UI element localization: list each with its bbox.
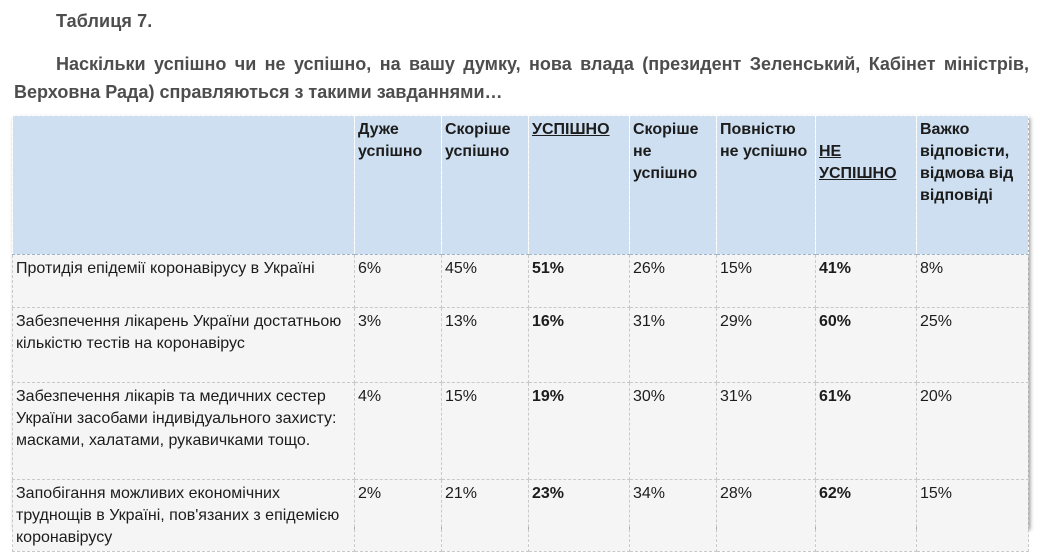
completely-unsuccessful-cell: 29%	[716, 307, 816, 383]
header-rather-successful: Скоріше успішно	[441, 115, 529, 255]
rather-unsuccessful-cell: 26%	[629, 254, 717, 308]
completely-unsuccessful-cell: 31%	[716, 382, 816, 480]
table-caption: Наскільки успішно чи не успішно, на вашу…	[14, 54, 1029, 102]
hard-to-say-cell: 25%	[916, 307, 1029, 383]
task-cell: Протидія епідемії коронавірусу в Україні	[12, 254, 355, 308]
header-row: Дуже успішно Скоріше успішно УСПІШНО Ско…	[12, 115, 1029, 255]
very-successful-cell: 2%	[354, 479, 442, 552]
table-row: Забезпечення лікарів та медичних сестер …	[12, 382, 1029, 480]
task-cell: Запобігання можливих економічних труднощ…	[12, 479, 355, 552]
hard-to-say-cell: 20%	[916, 382, 1029, 480]
table-row: Запобігання можливих економічних труднощ…	[12, 479, 1029, 552]
successful-total-cell: 19%	[528, 382, 630, 480]
very-successful-cell: 3%	[354, 307, 442, 383]
table-label: Таблиця 7.	[56, 11, 153, 31]
unsuccessful-total-cell: 60%	[815, 307, 917, 383]
hard-to-say-cell: 15%	[916, 479, 1029, 552]
header-rather-unsuccessful: Скоріше не успішно	[629, 115, 717, 255]
task-cell: Забезпечення лікарень України достатньою…	[12, 307, 355, 383]
rather-unsuccessful-cell: 31%	[629, 307, 717, 383]
header-unsuccessful-total: НЕ УСПІШНО	[815, 115, 917, 255]
successful-total-cell: 23%	[528, 479, 630, 552]
survey-table: Дуже успішно Скоріше успішно УСПІШНО Ско…	[12, 115, 1029, 552]
header-task	[12, 115, 355, 255]
very-successful-cell: 6%	[354, 254, 442, 308]
task-cell: Забезпечення лікарів та медичних сестер …	[12, 382, 355, 480]
table-row: Протидія епідемії коронавірусу в Україні…	[12, 254, 1029, 308]
rather-successful-cell: 45%	[441, 254, 529, 308]
completely-unsuccessful-cell: 15%	[716, 254, 816, 308]
header-completely-unsuccessful: Повністю не успішно	[716, 115, 816, 255]
completely-unsuccessful-cell: 28%	[716, 479, 816, 552]
rather-unsuccessful-cell: 30%	[629, 382, 717, 480]
unsuccessful-total-cell: 61%	[815, 382, 917, 480]
table-row: Забезпечення лікарень України достатньою…	[12, 307, 1029, 383]
header-hard-to-say: Важко відповісти, відмова від відповіді	[916, 115, 1029, 255]
hard-to-say-cell: 8%	[916, 254, 1029, 308]
unsuccessful-total-cell: 41%	[815, 254, 917, 308]
successful-total-cell: 16%	[528, 307, 630, 383]
header-very-successful: Дуже успішно	[354, 115, 442, 255]
rather-successful-cell: 21%	[441, 479, 529, 552]
rather-successful-cell: 15%	[441, 382, 529, 480]
successful-total-cell: 51%	[528, 254, 630, 308]
very-successful-cell: 4%	[354, 382, 442, 480]
unsuccessful-total-cell: 62%	[815, 479, 917, 552]
rather-unsuccessful-cell: 34%	[629, 479, 717, 552]
survey-table-container: Дуже успішно Скоріше успішно УСПІШНО Ско…	[12, 115, 1029, 552]
rather-successful-cell: 13%	[441, 307, 529, 383]
header-successful-total: УСПІШНО	[528, 115, 630, 255]
